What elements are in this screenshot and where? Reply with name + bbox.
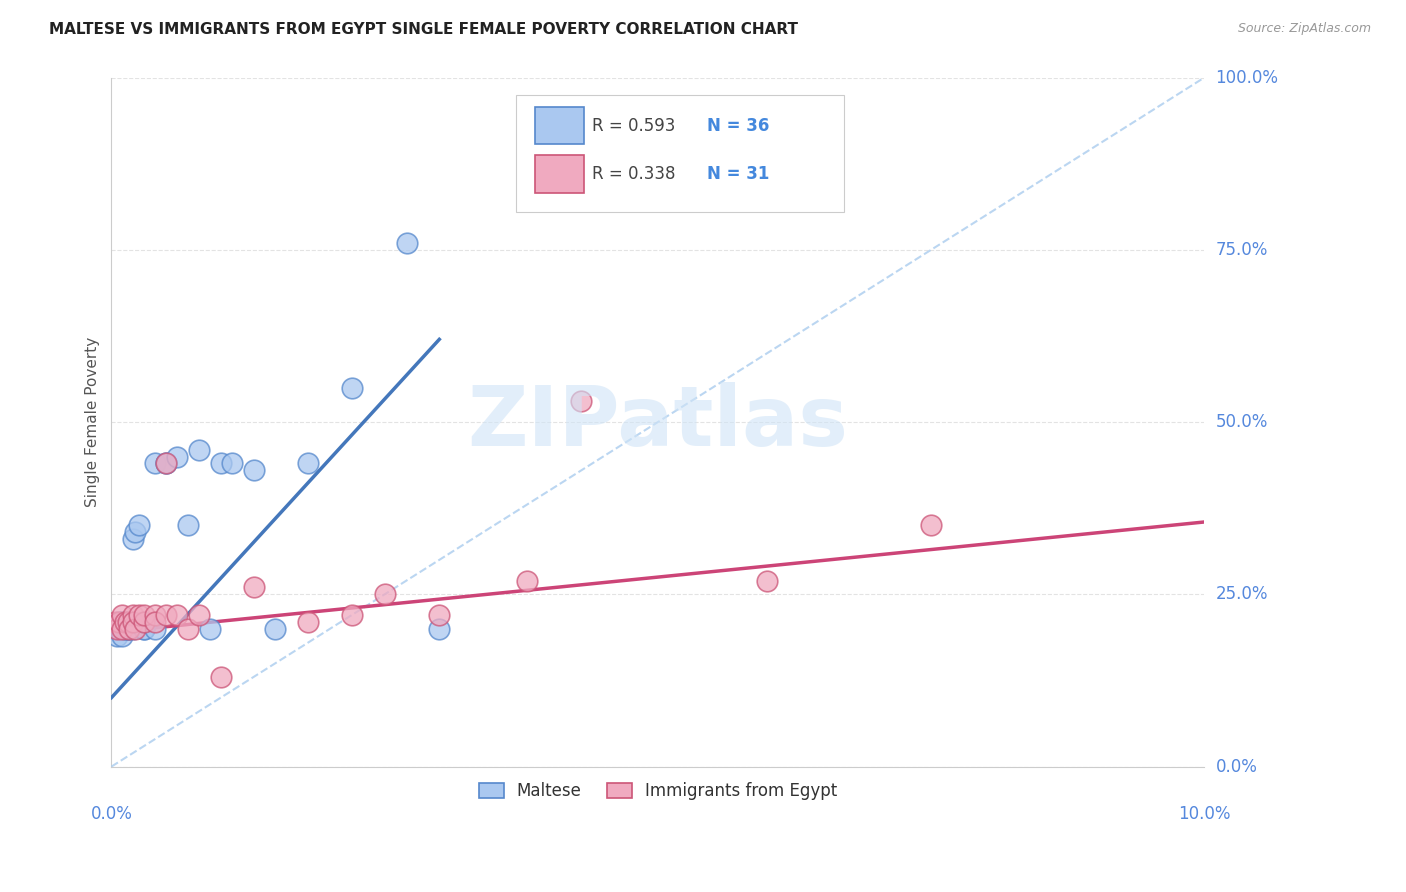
Point (427, 622, 450, 636)
Point (340, 607, 363, 622)
Point (128, 607, 150, 622)
FancyBboxPatch shape (536, 107, 583, 145)
Point (297, 615, 319, 629)
Point (187, 607, 209, 622)
Point (242, 463, 264, 477)
Point (166, 607, 188, 622)
Text: 0.0%: 0.0% (1216, 757, 1257, 775)
Point (264, 622, 287, 636)
Point (122, 607, 145, 622)
Point (143, 622, 166, 636)
Text: 100.0%: 100.0% (1216, 69, 1278, 87)
Point (516, 574, 538, 588)
Point (128, 518, 150, 533)
FancyBboxPatch shape (536, 155, 583, 193)
Y-axis label: Single Female Poverty: Single Female Poverty (86, 337, 100, 508)
Point (155, 607, 177, 622)
Point (115, 622, 138, 636)
Point (134, 615, 156, 629)
FancyBboxPatch shape (516, 95, 844, 212)
Point (209, 670, 232, 684)
Point (221, 457, 243, 471)
Point (108, 615, 131, 629)
Point (340, 381, 363, 395)
Point (118, 622, 141, 636)
Point (177, 622, 200, 636)
Point (134, 622, 156, 636)
Text: 10.0%: 10.0% (1178, 805, 1230, 823)
Point (187, 442, 209, 457)
Point (166, 450, 188, 464)
Text: R = 0.338: R = 0.338 (592, 165, 676, 183)
Point (114, 622, 136, 636)
Point (124, 525, 146, 540)
Text: 0.0%: 0.0% (90, 805, 132, 823)
Point (114, 615, 136, 629)
Point (134, 622, 156, 636)
Text: N = 31: N = 31 (707, 165, 769, 183)
Text: MALTESE VS IMMIGRANTS FROM EGYPT SINGLE FEMALE POVERTY CORRELATION CHART: MALTESE VS IMMIGRANTS FROM EGYPT SINGLE … (49, 22, 799, 37)
Text: ZIPatlas: ZIPatlas (467, 382, 848, 463)
Point (155, 457, 177, 471)
Point (111, 629, 134, 643)
Point (105, 622, 128, 636)
Point (143, 615, 166, 629)
Point (198, 622, 221, 636)
Text: R = 0.593: R = 0.593 (592, 117, 676, 135)
Text: Source: ZipAtlas.com: Source: ZipAtlas.com (1237, 22, 1371, 36)
Point (571, 394, 593, 409)
Legend: Maltese, Immigrants from Egypt: Maltese, Immigrants from Egypt (472, 775, 844, 806)
Point (374, 587, 396, 601)
Point (134, 615, 156, 629)
Point (756, 574, 779, 588)
Point (104, 615, 127, 629)
Point (242, 581, 264, 595)
Point (117, 622, 139, 636)
Text: N = 36: N = 36 (707, 117, 769, 135)
Point (118, 622, 141, 636)
Point (114, 615, 136, 629)
Point (111, 615, 134, 629)
Point (104, 622, 127, 636)
Text: 50.0%: 50.0% (1216, 413, 1268, 431)
Point (395, 235, 418, 250)
Point (134, 607, 156, 622)
Point (122, 615, 145, 629)
Point (108, 622, 131, 636)
Point (920, 518, 942, 533)
Point (111, 622, 134, 636)
Point (105, 629, 128, 643)
Text: 25.0%: 25.0% (1216, 585, 1268, 603)
Point (177, 518, 200, 533)
Point (124, 622, 146, 636)
Point (143, 607, 166, 622)
Point (122, 622, 145, 636)
Point (143, 457, 166, 471)
Point (111, 622, 134, 636)
Point (297, 457, 319, 471)
Point (111, 607, 134, 622)
Point (155, 457, 177, 471)
Point (427, 607, 450, 622)
Text: 75.0%: 75.0% (1216, 241, 1268, 259)
Point (108, 615, 131, 629)
Point (118, 615, 141, 629)
Point (117, 615, 139, 629)
Point (122, 532, 145, 546)
Point (155, 457, 177, 471)
Point (209, 457, 232, 471)
